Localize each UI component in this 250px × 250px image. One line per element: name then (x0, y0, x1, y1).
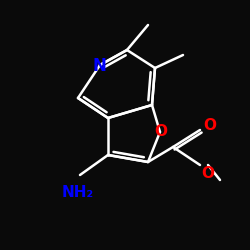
Text: NH₂: NH₂ (62, 185, 94, 200)
Text: O: O (203, 118, 216, 134)
Text: O: O (201, 166, 214, 181)
Text: O: O (154, 124, 168, 140)
Text: N: N (92, 57, 106, 75)
